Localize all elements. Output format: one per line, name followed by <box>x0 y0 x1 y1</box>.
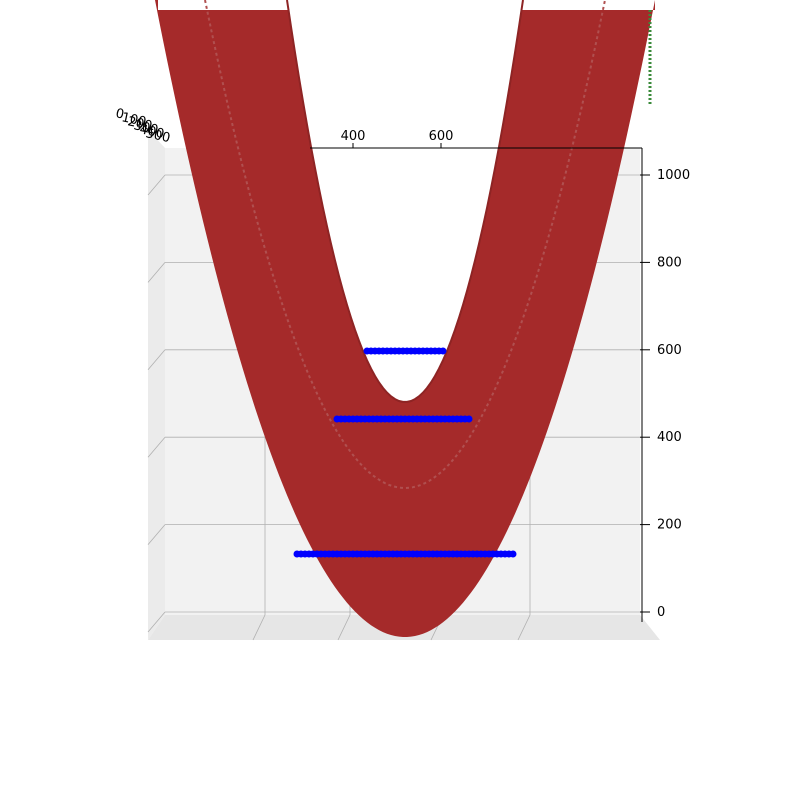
y-tick-label: 100 <box>120 110 147 130</box>
surfaces-group <box>155 0 655 637</box>
x-tick-label: 600 <box>429 129 454 144</box>
grid-line-left <box>147 524 166 545</box>
z-tick-label: 400 <box>657 430 682 445</box>
scatter-point <box>509 550 517 558</box>
grid-line-floor <box>517 614 531 641</box>
left-pane <box>148 130 165 640</box>
grid-line-floor <box>337 614 351 641</box>
axes-lines <box>310 143 650 622</box>
y-tick-label: 0 <box>114 106 125 122</box>
z-tick-label: 200 <box>657 518 682 533</box>
z-tick-label: 1000 <box>657 168 690 183</box>
y-tick-label: 500 <box>144 126 171 146</box>
scatter-group <box>293 347 517 558</box>
scatter-point <box>439 347 447 355</box>
grid-line-left <box>147 611 166 633</box>
grid-line-floor <box>252 614 266 641</box>
z-tick-label: 800 <box>657 255 682 270</box>
scatter-point <box>465 415 473 423</box>
surface-inner-edge <box>286 0 524 403</box>
x-tick-label: 400 <box>341 129 366 144</box>
z-tick-label: 0 <box>657 605 665 620</box>
grid-line-left <box>147 436 166 458</box>
surface-seam-middle <box>204 0 606 490</box>
y-tick-label: 400 <box>138 122 165 142</box>
y-tick-label: 200 <box>126 114 153 134</box>
grid-line-left <box>147 174 166 196</box>
y-tick-label: 300 <box>132 118 159 138</box>
grid-line-left <box>147 262 166 283</box>
grid-line-left <box>147 349 166 371</box>
z-tick-label: 600 <box>657 343 682 358</box>
